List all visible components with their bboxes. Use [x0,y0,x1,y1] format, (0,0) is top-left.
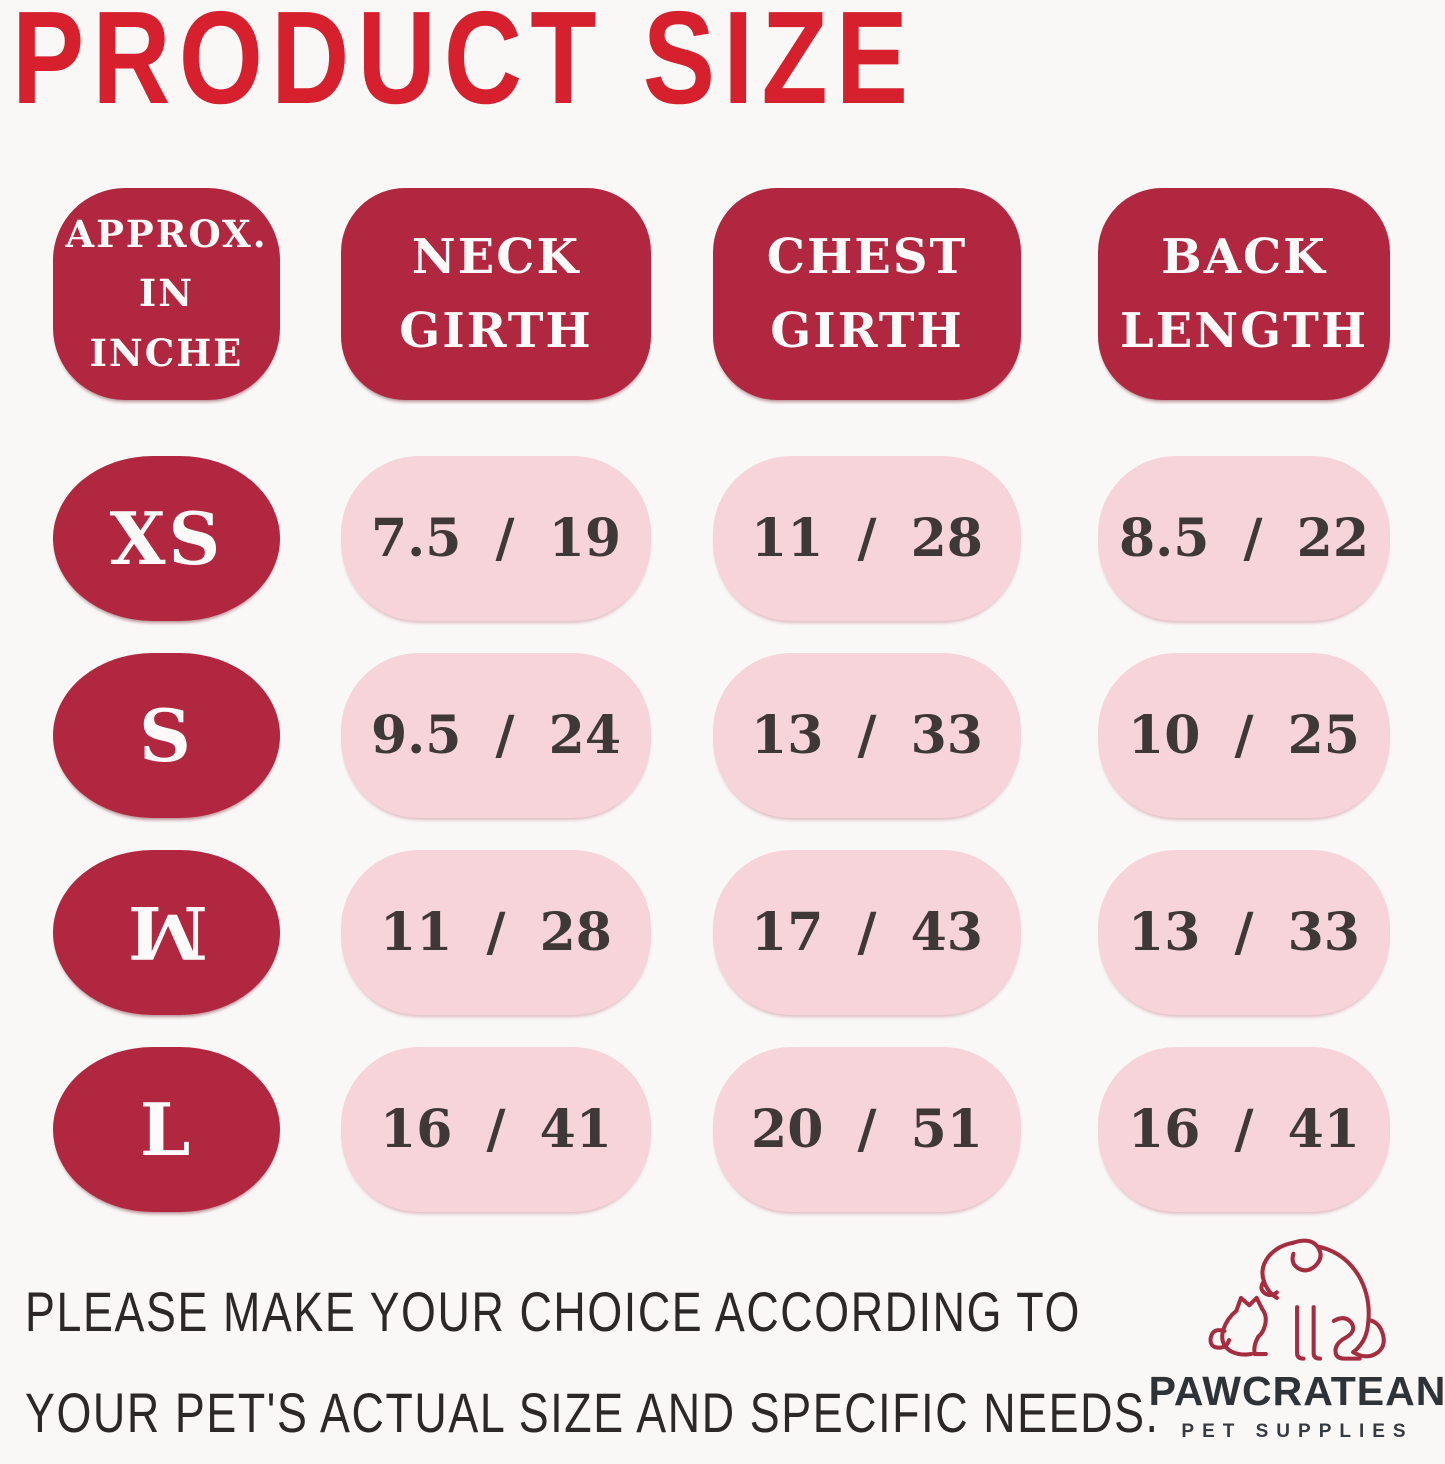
header-line: NECK [411,228,581,285]
value-text: 11 / 28 [380,902,612,963]
value-text: 17 / 43 [751,902,983,963]
value-text: 20 / 51 [751,1099,983,1160]
value-xs-back: 8.5 / 22 [1098,456,1390,621]
size-label-m: M [53,850,280,1015]
header-line: CHEST [766,228,968,285]
size-label-l: L [53,1047,280,1212]
value-text: 16 / 41 [1128,1099,1360,1160]
advisory-note: PLEASE MAKE YOUR CHOICE ACCORDING TO YOU… [25,1262,1160,1464]
header-line: GIRTH [770,303,964,359]
header-line: APPROX. [65,212,268,257]
header-line: GIRTH [399,303,593,359]
value-s-neck: 9.5 / 24 [341,653,651,818]
value-text: 10 / 25 [1128,705,1360,766]
size-label-text: M [125,890,208,975]
header-neck-girth: NECK GIRTH [341,188,651,400]
size-label-text: L [139,1087,194,1172]
header-line: LENGTH [1119,303,1369,359]
value-m-back: 13 / 33 [1098,850,1390,1015]
value-xs-chest: 11 / 28 [713,456,1021,621]
brand-logo: PAWCRATEAN PET SUPPLIES [1148,1228,1445,1443]
value-text: 8.5 / 22 [1118,508,1370,569]
size-label-s: S [53,653,280,818]
header-chest-girth: CHEST GIRTH [713,188,1021,400]
value-xs-neck: 7.5 / 19 [341,456,651,621]
value-text: 11 / 28 [751,508,983,569]
header-back-length: BACK LENGTH [1098,188,1390,400]
header-line: BACK [1161,228,1327,285]
value-text: 13 / 33 [1128,902,1360,963]
value-text: 9.5 / 24 [370,705,622,766]
size-label-text: S [139,693,194,778]
header-approx-in-inches: APPROX. IN INCHE [53,188,280,400]
value-text: 13 / 33 [751,705,983,766]
size-table: APPROX. IN INCHE NECK GIRTH CHEST GIRTH … [53,188,1390,1212]
value-text: 7.5 / 19 [370,508,622,569]
advisory-note-line2: YOUR PET'S ACTUAL SIZE AND SPECIFIC NEED… [25,1380,1160,1444]
value-l-neck: 16 / 41 [341,1047,651,1212]
advisory-note-line1: PLEASE MAKE YOUR CHOICE ACCORDING TO [25,1280,1081,1343]
value-l-chest: 20 / 51 [713,1047,1021,1212]
brand-name: PAWCRATEAN [1148,1368,1445,1414]
page-title: PRODUCT SIZE [12,0,917,131]
value-l-back: 16 / 41 [1098,1047,1390,1212]
value-m-neck: 11 / 28 [341,850,651,1015]
header-line: IN INCHE [89,271,244,375]
value-text: 16 / 41 [380,1099,612,1160]
value-s-chest: 13 / 33 [713,653,1021,818]
value-s-back: 10 / 25 [1098,653,1390,818]
size-label-xs: XS [53,456,280,621]
dog-and-cat-logo-icon [1192,1228,1404,1366]
size-label-text: XS [109,496,224,581]
value-m-chest: 17 / 43 [713,850,1021,1015]
brand-tagline: PET SUPPLIES [1181,1421,1414,1442]
